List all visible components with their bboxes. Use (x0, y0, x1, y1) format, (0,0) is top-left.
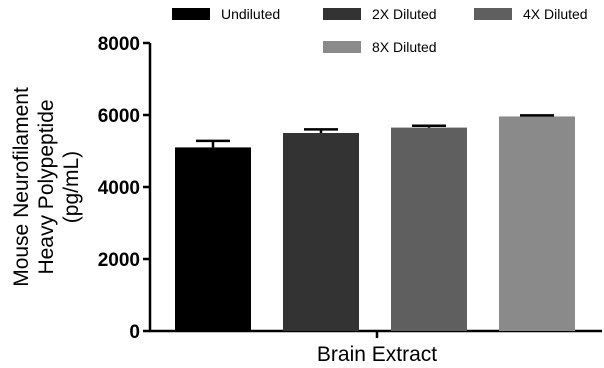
y-axis-title-line: Mouse Neurofilament (10, 87, 33, 287)
y-axis-title-line: Heavy Polypeptide (35, 99, 58, 274)
y-axis-title-line: (pg/mL) (60, 151, 83, 223)
bar-2x-diluted (283, 133, 359, 331)
legend-label: 4X Diluted (523, 6, 588, 22)
y-tick-label: 8000 (98, 34, 140, 55)
x-axis-title: Brain Extract (317, 343, 437, 366)
bar-undiluted (175, 147, 251, 331)
legend: Undiluted 2X Diluted 4X Diluted 8X Diluted (172, 6, 588, 55)
y-axis-title: Mouse Neurofilament Heavy Polypeptide (pg/… (10, 87, 83, 287)
legend-swatch (474, 8, 512, 20)
bars (175, 114, 575, 331)
y-tick-label: 6000 (98, 106, 140, 127)
bar-4x-diluted (391, 127, 467, 331)
legend-swatch (323, 8, 361, 20)
legend-label: 8X Diluted (372, 39, 437, 55)
legend-swatch (323, 41, 361, 53)
y-tick-label: 2000 (98, 250, 140, 271)
y-tick-label: 0 (129, 322, 140, 343)
legend-label: Undiluted (221, 6, 280, 22)
y-ticks: 0 2000 4000 6000 8000 (98, 34, 150, 343)
legend-label: 2X Diluted (372, 6, 437, 22)
y-tick-label: 4000 (98, 178, 140, 199)
legend-swatch (172, 8, 210, 20)
bar-8x-diluted (499, 116, 575, 331)
